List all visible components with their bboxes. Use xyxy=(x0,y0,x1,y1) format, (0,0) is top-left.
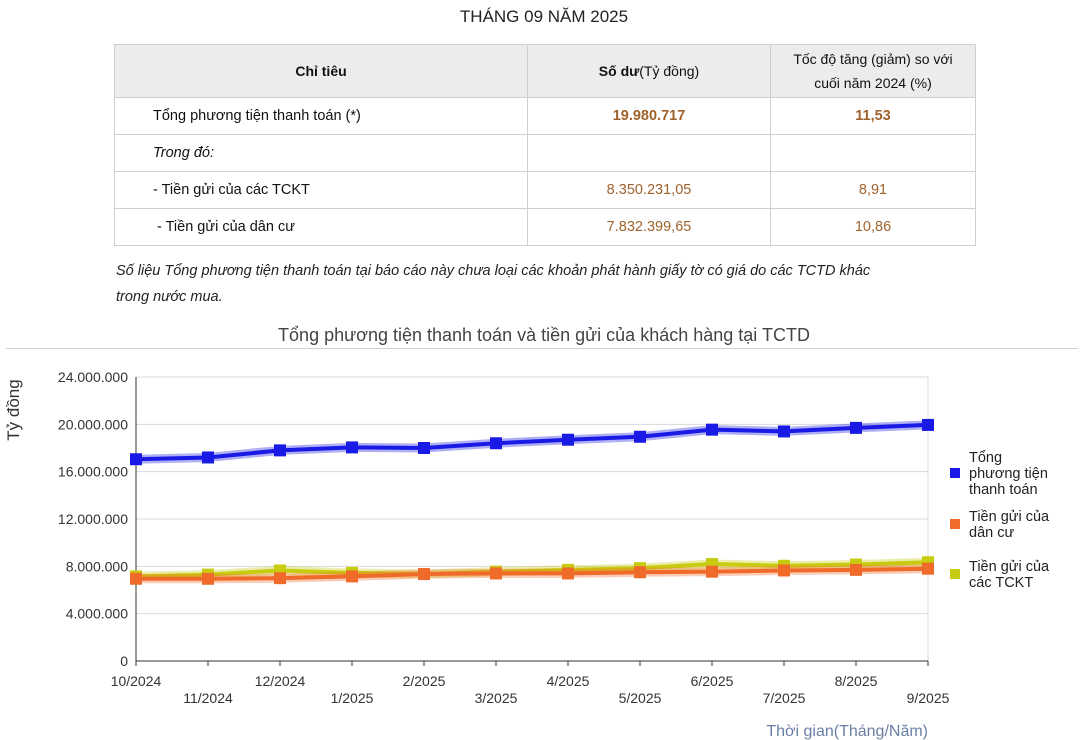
y-tick-label: 12.000.000 xyxy=(58,511,128,527)
legend-label: các TCKT xyxy=(969,575,1033,591)
row-value: 8.350.231,05 xyxy=(527,171,771,209)
data-point xyxy=(706,565,718,578)
data-point xyxy=(274,572,286,585)
table-row: - Tiền gửi của các TCKT 8.350.231,05 8,9… xyxy=(114,171,976,209)
legend-label: Tiền gửi của xyxy=(969,509,1050,525)
page-title: THÁNG 09 NĂM 2025 xyxy=(459,7,629,26)
legend-label: Tổng xyxy=(969,450,1002,466)
row-rate: 8,91 xyxy=(770,171,976,209)
series-line xyxy=(136,566,929,581)
legend-marker xyxy=(950,519,960,529)
data-point xyxy=(706,423,718,436)
data-point xyxy=(778,564,790,577)
header-growth-line2: cuối năm 2024 (%) xyxy=(814,75,932,91)
x-tick-label: 5/2025 xyxy=(619,690,662,706)
chart-divider xyxy=(6,348,1078,349)
data-point xyxy=(346,441,358,454)
chart-title: Tổng phương tiện thanh toán và tiền gửi … xyxy=(278,325,810,345)
footnote: Số liệu Tổng phương tiện thanh toán tại … xyxy=(116,258,976,310)
x-tick-label: 2/2025 xyxy=(403,673,446,689)
row-value: 7.832.399,65 xyxy=(527,208,771,246)
table-row: Trong đó: xyxy=(114,134,976,172)
x-tick-label: 12/2024 xyxy=(255,673,306,689)
data-point xyxy=(778,425,790,438)
y-tick-label: 8.000.000 xyxy=(66,558,128,574)
row-label: - Tiền gửi của dân cư xyxy=(114,208,528,246)
legend-label: thanh toán xyxy=(969,482,1038,498)
footnote-line2: trong nước mua. xyxy=(116,289,223,305)
data-point xyxy=(922,562,934,575)
data-point xyxy=(418,442,430,454)
y-tick-label: 16.000.000 xyxy=(58,464,128,480)
data-point xyxy=(562,567,574,580)
y-tick-label: 0 xyxy=(120,653,128,669)
data-point xyxy=(130,453,142,466)
header-growth-rate: Tốc độ tăng (giảm) so với cuối năm 2024 (… xyxy=(770,44,976,98)
data-point xyxy=(850,563,862,576)
x-tick-label: 6/2025 xyxy=(691,673,734,689)
data-point xyxy=(562,433,574,446)
data-point xyxy=(634,566,646,579)
legend-label: Tiền gửi của xyxy=(969,559,1050,575)
data-point xyxy=(850,421,862,434)
row-rate: 10,86 xyxy=(770,208,976,246)
series-line xyxy=(135,560,929,579)
table-header-row: Chỉ tiêu Số dư(Tỷ đồng) Tốc độ tăng (giả… xyxy=(114,44,976,98)
x-tick-label: 4/2025 xyxy=(547,673,590,689)
header-balance-unit: (Tỷ đồng) xyxy=(639,63,700,79)
data-point xyxy=(202,451,214,464)
x-tick-label: 10/2024 xyxy=(111,673,162,689)
y-axis-title: Tỷ đồng xyxy=(4,379,23,440)
row-value xyxy=(527,134,771,172)
x-tick-label: 3/2025 xyxy=(475,690,518,706)
row-label: Tổng phương tiện thanh toán (*) xyxy=(114,97,528,135)
axis-labels: 0 4.000.000 8.000.000 12.000.000 16.000.000 2… xyxy=(4,369,950,740)
data-point xyxy=(202,572,214,585)
data-point xyxy=(634,430,646,443)
legend-marker xyxy=(950,468,960,478)
axes xyxy=(135,377,929,666)
y-tick-label: 20.000.000 xyxy=(58,416,128,432)
data-point xyxy=(346,570,358,583)
footnote-line1: Số liệu Tổng phương tiện thanh toán tại … xyxy=(116,263,871,279)
data-point xyxy=(274,444,286,457)
data-point xyxy=(418,568,430,581)
x-tick-label: 7/2025 xyxy=(763,690,806,706)
legend-label: dân cư xyxy=(969,525,1014,541)
y-tick-label: 24.000.000 xyxy=(58,369,128,385)
table-row: - Tiền gửi của dân cư 7.832.399,65 10,86 xyxy=(114,208,976,246)
series-line xyxy=(135,422,929,462)
x-tick-label: 11/2024 xyxy=(183,690,233,706)
legend-label: phương tiện xyxy=(969,466,1048,482)
data-point xyxy=(490,437,502,450)
data-point xyxy=(130,572,142,585)
summary-table: Chỉ tiêu Số dư(Tỷ đồng) Tốc độ tăng (giả… xyxy=(114,44,976,246)
header-indicator: Chỉ tiêu xyxy=(114,44,528,98)
x-tick-label: 1/2025 xyxy=(331,690,374,706)
header-balance: Số dư(Tỷ đồng) xyxy=(527,44,771,98)
data-point xyxy=(490,567,502,580)
header-balance-bold: Số dư xyxy=(598,63,640,79)
x-tick-label: 9/2025 xyxy=(907,690,950,706)
legend-marker xyxy=(950,569,960,579)
x-axis-title: Thời gian(Tháng/Năm) xyxy=(766,723,928,740)
header-growth-line1: Tốc độ tăng (giảm) so với xyxy=(793,51,953,67)
y-tick-label: 4.000.000 xyxy=(66,606,128,622)
grid-lines xyxy=(136,376,929,661)
data-point xyxy=(922,418,934,431)
series-lines xyxy=(130,418,934,585)
x-tick-label: 8/2025 xyxy=(835,673,878,689)
